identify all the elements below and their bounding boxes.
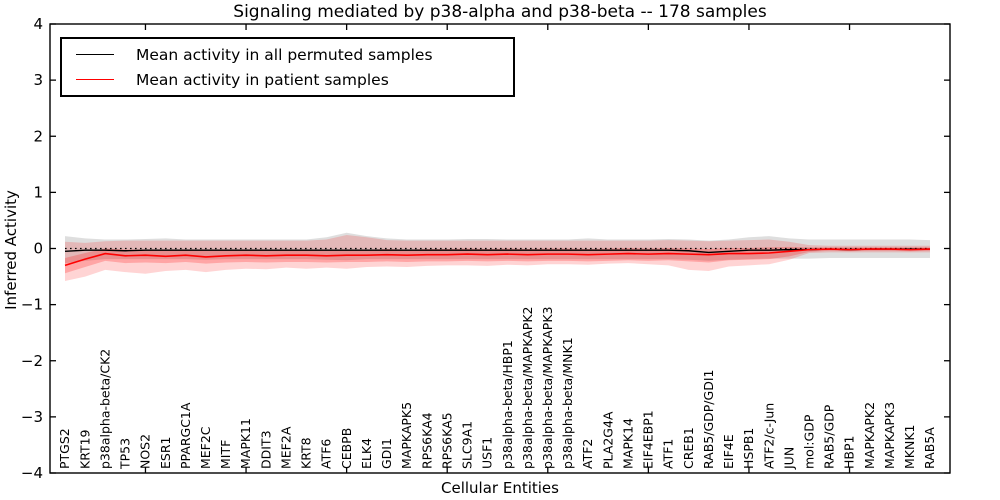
x-entity-label: p38alpha-beta/MAPKAPK3 — [540, 307, 555, 470]
y-tick-label: −2 — [21, 352, 43, 370]
x-entity-label: RPS6KA5 — [439, 412, 454, 469]
x-entity-label: GDI1 — [379, 438, 394, 469]
chart-title: Signaling mediated by p38-alpha and p38-… — [233, 2, 767, 22]
y-tick-label: 4 — [33, 15, 43, 33]
x-entity-label: ELK4 — [359, 438, 374, 469]
x-entity-label: CEBPB — [339, 428, 354, 469]
x-entity-label: MITF — [218, 440, 233, 469]
x-entity-label: MAPKAPK2 — [862, 402, 877, 469]
y-tick-label: 1 — [33, 183, 43, 201]
x-entity-label: ATF2 — [580, 439, 595, 469]
x-entity-label: MAPK14 — [620, 418, 635, 469]
x-entity-label: MAPKAPK5 — [399, 402, 414, 469]
x-entity-label: MEF2A — [278, 426, 293, 469]
patient-samples-inner-band — [65, 246, 930, 274]
legend-line-patient-icon — [76, 79, 114, 80]
x-entity-label: SLC9A1 — [460, 421, 475, 469]
x-entity-label: PTGS2 — [57, 428, 72, 469]
y-tick-label: 0 — [33, 240, 43, 258]
x-entity-label: MAPKAPK3 — [882, 402, 897, 469]
x-entity-label: mol:GDP — [802, 414, 817, 469]
legend-label-patient: Mean activity in patient samples — [136, 70, 389, 89]
x-entity-label: KRT19 — [77, 429, 92, 469]
x-entity-label: ATF6 — [319, 439, 334, 469]
y-tick-label: −3 — [21, 408, 43, 426]
x-entity-label: RPS6KA4 — [419, 412, 434, 469]
x-entity-label: EIF4E — [721, 434, 736, 469]
y-tick-label: 3 — [33, 71, 43, 89]
x-entity-label: HBP1 — [842, 436, 857, 469]
x-entity-label: RAB5A — [922, 427, 937, 469]
x-entity-label: p38alpha-beta/MNK1 — [560, 337, 575, 469]
y-axis-title: Inferred Activity — [2, 190, 20, 310]
x-axis-title: Cellular Entities — [441, 479, 559, 497]
x-entity-label: ESR1 — [158, 437, 173, 469]
patient-samples-outer-band — [65, 235, 930, 282]
x-entity-label: NOS2 — [138, 434, 153, 469]
x-entity-label: RAB5/GDP — [822, 404, 837, 469]
x-entity-label: USF1 — [480, 437, 495, 469]
x-entity-label: TP53 — [118, 438, 133, 470]
x-entity-label: ATF1 — [661, 439, 676, 469]
legend-entry-permuted: Mean activity in all permuted samples — [62, 46, 513, 64]
x-entity-label: MEF2C — [198, 426, 213, 469]
legend: Mean activity in all permuted samples Me… — [60, 37, 515, 97]
x-entity-label: p38alpha-beta/MAPKAPK2 — [520, 307, 535, 470]
x-entity-label: CREB1 — [681, 427, 696, 469]
x-entity-label: RAB5/GDP/GDI1 — [701, 370, 716, 469]
x-entity-label: DDIT3 — [258, 430, 273, 469]
x-entity-label: EIF4EBP1 — [641, 410, 656, 469]
y-tick-label: −1 — [21, 296, 43, 314]
x-entity-label: MAPK11 — [238, 418, 253, 469]
x-entity-label: HSPB1 — [741, 428, 756, 469]
legend-label-permuted: Mean activity in all permuted samples — [136, 45, 433, 64]
x-entity-label: ATF2/c-Jun — [761, 403, 776, 469]
x-entity-label: p38alpha-beta/CK2 — [97, 349, 112, 469]
y-tick-label: 2 — [33, 127, 43, 145]
x-entity-label: PLA2G4A — [600, 411, 615, 469]
x-entity-label: PPARGC1A — [178, 402, 193, 469]
x-entity-label: JUN — [781, 447, 796, 470]
legend-line-permuted-icon — [76, 54, 114, 55]
x-entity-label: p38alpha-beta/HBP1 — [500, 340, 515, 469]
permuted-mean-line — [64, 248, 930, 254]
legend-entry-patient: Mean activity in patient samples — [62, 71, 513, 89]
patient-mean-line — [64, 248, 931, 267]
x-entity-label: MKNK1 — [902, 425, 917, 469]
y-tick-label: −4 — [21, 464, 43, 482]
x-entity-label: KRT8 — [299, 437, 314, 469]
